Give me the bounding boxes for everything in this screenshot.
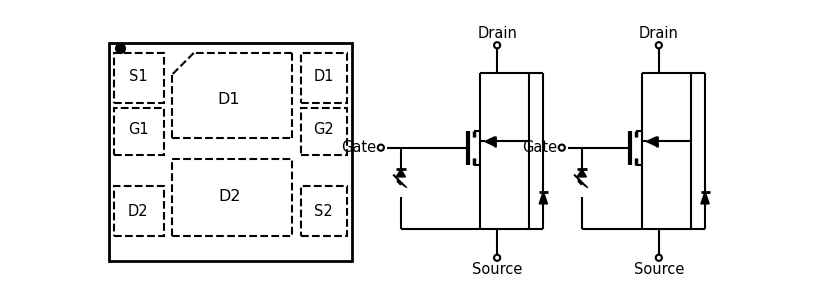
Text: D2: D2 bbox=[218, 189, 241, 204]
Bar bbox=[114, 186, 164, 236]
Text: Gate: Gate bbox=[341, 140, 376, 155]
Text: D1: D1 bbox=[314, 68, 334, 83]
Polygon shape bbox=[396, 169, 405, 177]
Polygon shape bbox=[578, 178, 588, 188]
Text: G2: G2 bbox=[314, 122, 334, 137]
Bar bbox=[301, 108, 347, 155]
Text: Drain: Drain bbox=[639, 26, 679, 40]
Polygon shape bbox=[539, 191, 547, 204]
Polygon shape bbox=[485, 137, 495, 146]
Text: D1: D1 bbox=[218, 92, 241, 106]
Text: S2: S2 bbox=[314, 204, 333, 219]
Text: Drain: Drain bbox=[477, 26, 517, 40]
Text: Source: Source bbox=[634, 262, 684, 278]
Text: G1: G1 bbox=[128, 122, 148, 137]
Text: D2: D2 bbox=[128, 204, 148, 219]
Polygon shape bbox=[577, 169, 586, 177]
Bar bbox=[109, 43, 351, 261]
Bar bbox=[114, 53, 164, 103]
Text: S1: S1 bbox=[129, 68, 147, 83]
Bar bbox=[114, 108, 164, 155]
Polygon shape bbox=[701, 191, 709, 204]
Bar bbox=[301, 53, 347, 103]
Polygon shape bbox=[397, 178, 407, 188]
Text: Source: Source bbox=[472, 262, 523, 278]
Bar bbox=[172, 159, 292, 236]
Text: Gate: Gate bbox=[522, 140, 557, 155]
Bar bbox=[301, 186, 347, 236]
Polygon shape bbox=[646, 137, 657, 146]
